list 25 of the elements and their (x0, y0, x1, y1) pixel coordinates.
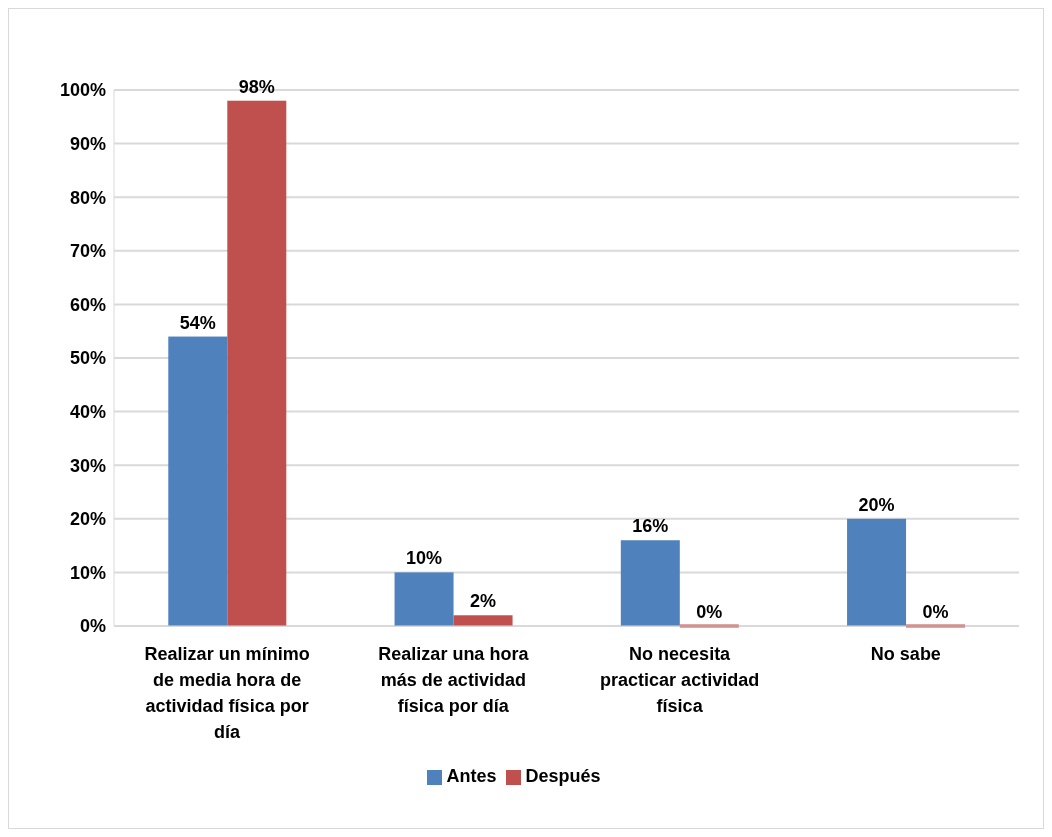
x-tick-label: No sabe (870, 644, 941, 664)
x-tick-label: No necesita practicar actividad física (600, 644, 760, 716)
y-tick-label: 30% (69, 455, 106, 476)
x-tick-label: Realizar una hora más de actividad física por día (378, 644, 530, 716)
y-tick-label: 90% (69, 133, 106, 154)
y-tick-label: 0% (79, 616, 106, 637)
y-tick-label: 80% (69, 187, 106, 208)
data-label: 54% (179, 312, 216, 333)
data-label: 16% (632, 516, 669, 537)
legend-label: Después (525, 766, 601, 786)
y-tick-label: 20% (69, 509, 106, 530)
data-label: 0% (922, 602, 949, 622)
y-tick-label: 60% (69, 294, 106, 315)
y-tick-label: 70% (69, 241, 106, 262)
data-label: 98% (238, 76, 275, 97)
y-tick-label: 40% (69, 401, 106, 422)
data-label: 10% (406, 548, 443, 569)
data-label: 2% (470, 591, 497, 612)
y-tick-label: 50% (69, 348, 106, 369)
y-tick-label: 100% (59, 80, 106, 101)
y-tick-label: 10% (69, 562, 106, 583)
x-tick-label: Realizar un mínimo de media hora de actividad física por día (144, 644, 310, 742)
data-label: 20% (858, 494, 895, 515)
data-label: 0% (696, 602, 723, 622)
legend-label: Antes (446, 766, 497, 786)
